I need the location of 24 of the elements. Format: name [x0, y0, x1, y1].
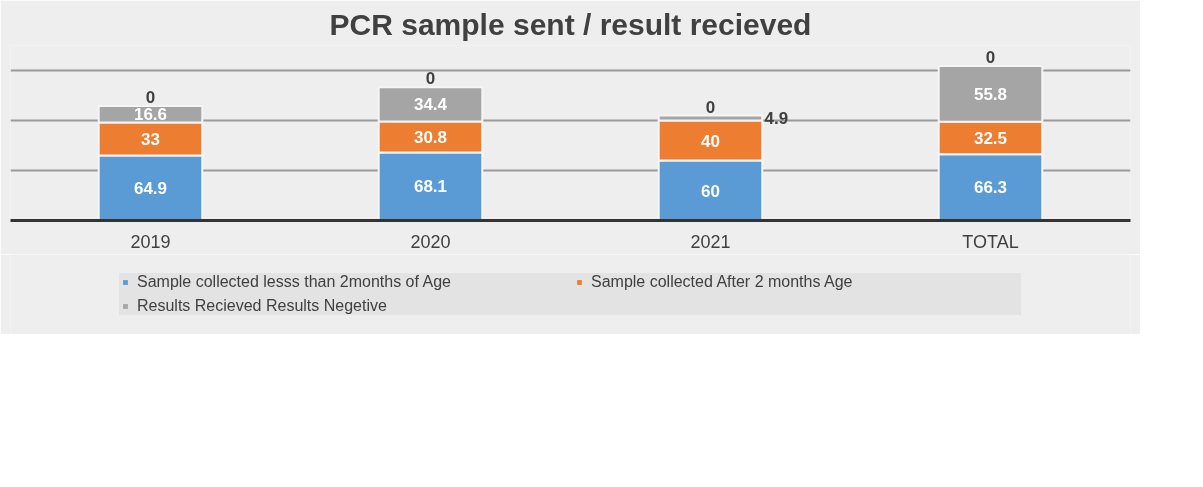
data-label: 30.8: [413, 128, 448, 147]
data-label: 32.5: [973, 128, 1008, 148]
annotation: 0: [145, 88, 156, 107]
annotation: 0: [705, 97, 716, 117]
data-label: 40: [701, 131, 720, 151]
annotation: 0: [425, 69, 436, 89]
data-label: 34.4: [413, 95, 448, 115]
x-tick-label: TOTAL: [962, 231, 1019, 252]
chart-title: PCR sample sent / result recieved: [329, 7, 812, 41]
x-tick-label: 2019: [130, 231, 171, 252]
x-tick-label: 2021: [690, 231, 731, 252]
data-label: 4.9: [764, 109, 789, 129]
legend-label: Sample collected After 2 months Age: [591, 273, 854, 291]
x-tick-label: 2020: [410, 231, 451, 252]
data-label: 60: [701, 181, 720, 201]
annotation: 0: [985, 47, 996, 67]
data-label: 16.6: [133, 105, 168, 125]
legend-label: Sample collected lesss than 2months of Age: [137, 273, 452, 291]
data-label: 66.3: [973, 178, 1008, 198]
data-label: 33: [141, 130, 160, 150]
data-label: 64.9: [133, 179, 168, 199]
data-label: 55.8: [973, 84, 1008, 104]
data-label: 68.1: [413, 177, 448, 197]
legend-label: Results Recieved Results Negetive: [137, 297, 388, 315]
